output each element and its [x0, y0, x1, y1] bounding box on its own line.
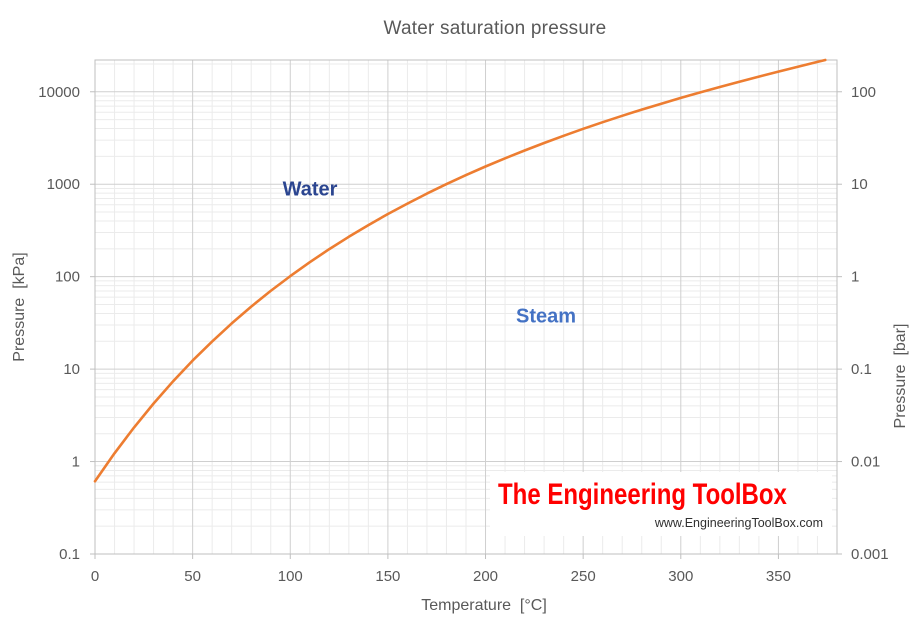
y-left-tick-label: 10000 — [38, 84, 80, 101]
x-tick-label: 200 — [473, 568, 498, 585]
x-tick-label: 150 — [375, 568, 400, 585]
y-right-tick-label: 0.01 — [851, 454, 880, 471]
x-tick-label: 100 — [278, 568, 303, 585]
branding-box: The Engineering ToolBox www.EngineeringT… — [490, 472, 832, 536]
y-right-tick-label: 100 — [851, 84, 876, 101]
x-axis-label: Temperature [°C] — [421, 597, 547, 614]
y-axis-label-left: Pressure [kPa] — [11, 252, 28, 362]
y-axis-label-right: Pressure [bar] — [892, 323, 909, 429]
y-left-tick-label: 10 — [63, 361, 80, 378]
branding-title: The Engineering ToolBox — [498, 478, 787, 511]
y-right-tick-label: 0.001 — [851, 546, 889, 563]
branding-url: www.EngineeringToolBox.com — [654, 516, 823, 530]
x-tick-label: 0 — [91, 568, 99, 585]
y-left-tick-label: 1000 — [47, 176, 80, 193]
x-tick-label: 50 — [184, 568, 201, 585]
x-tick-label: 300 — [668, 568, 693, 585]
saturation-curve — [93, 58, 827, 483]
x-tick-label: 250 — [571, 568, 596, 585]
y-right-tick-label: 1 — [851, 269, 859, 286]
plot-border — [94, 59, 838, 555]
water-region-label: Water — [282, 178, 338, 201]
y-left-tick-label: 1 — [72, 454, 80, 471]
y-right-tick-label: 0.1 — [851, 361, 872, 378]
steam-region-label: Steam — [515, 305, 577, 328]
chart-title: Water saturation pressure — [383, 18, 607, 39]
y-right-tick-label: 10 — [851, 176, 868, 193]
x-tick-label: 350 — [766, 568, 791, 585]
y-left-tick-label: 100 — [55, 269, 80, 286]
y-left-tick-label: 0.1 — [59, 546, 80, 563]
